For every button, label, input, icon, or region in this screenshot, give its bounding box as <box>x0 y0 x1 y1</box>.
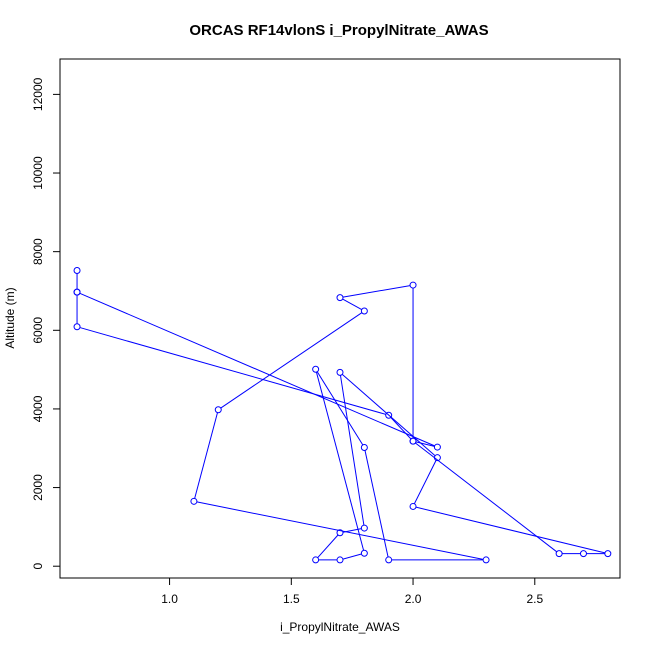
chart-title: ORCAS RF14vlonS i_PropylNitrate_AWAS <box>189 22 488 39</box>
data-point <box>409 502 417 510</box>
series-segment <box>342 285 411 298</box>
series-segment <box>79 292 435 447</box>
series-segment <box>196 501 484 560</box>
x-axis-label: i_PropylNitrate_AWAS <box>280 620 400 634</box>
data-point <box>190 497 198 505</box>
y-tick-label: 4000 <box>31 395 45 422</box>
x-tick-label: 2.0 <box>405 592 422 606</box>
data-point <box>336 556 344 564</box>
data-point <box>385 556 393 564</box>
data-point <box>555 550 563 558</box>
y-axis: 0 2000 4000 6000 8000 10000 12000 <box>31 77 61 570</box>
data-point <box>409 437 417 445</box>
data-point <box>433 443 441 451</box>
data-point <box>604 550 612 558</box>
data-point <box>360 549 368 557</box>
series-segment <box>364 450 389 558</box>
data-point <box>385 411 393 419</box>
series-segment <box>220 312 363 409</box>
y-tick-label: 10000 <box>31 156 45 190</box>
series-segment <box>342 298 362 311</box>
plot-area-border <box>59 58 621 579</box>
data-point <box>433 454 441 462</box>
x-tick-label: 1.5 <box>283 592 300 606</box>
series-segment <box>415 441 435 447</box>
y-tick-label: 0 <box>31 563 45 570</box>
data-point <box>360 524 368 532</box>
y-tick-label: 2000 <box>31 474 45 501</box>
data-point <box>336 529 344 537</box>
data-point <box>73 323 81 331</box>
series-segment <box>413 460 437 504</box>
data-point <box>336 368 344 376</box>
data-point <box>579 550 587 558</box>
series-segment <box>342 553 362 560</box>
data-point <box>336 294 344 302</box>
data-point <box>409 281 417 289</box>
data-point <box>360 443 368 451</box>
series-segment <box>194 412 218 499</box>
data-point <box>482 556 490 564</box>
series-segment <box>341 373 436 457</box>
series-segment <box>79 327 386 415</box>
series-segment <box>339 375 365 526</box>
y-tick-label: 8000 <box>31 238 45 265</box>
y-tick-label: 12000 <box>31 77 45 111</box>
series-points <box>73 267 612 564</box>
data-point <box>312 556 320 564</box>
x-tick-label: 1.0 <box>161 592 178 606</box>
data-point <box>360 307 368 315</box>
series-segment <box>415 506 606 554</box>
series-segment <box>390 417 412 440</box>
data-point <box>312 365 320 373</box>
data-point <box>214 406 222 414</box>
series-segment <box>315 371 365 551</box>
series-segment <box>317 534 339 559</box>
series-segment <box>316 371 364 446</box>
series-lines <box>76 273 606 561</box>
series-segment <box>415 442 558 553</box>
y-tick-label: 6000 <box>31 317 45 344</box>
x-tick-label: 2.5 <box>526 592 543 606</box>
data-point <box>73 288 81 296</box>
data-point <box>73 267 81 275</box>
y-axis-label: Altitude (m) <box>3 287 17 348</box>
x-axis: 1.0 1.5 2.0 2.5 <box>161 577 543 606</box>
